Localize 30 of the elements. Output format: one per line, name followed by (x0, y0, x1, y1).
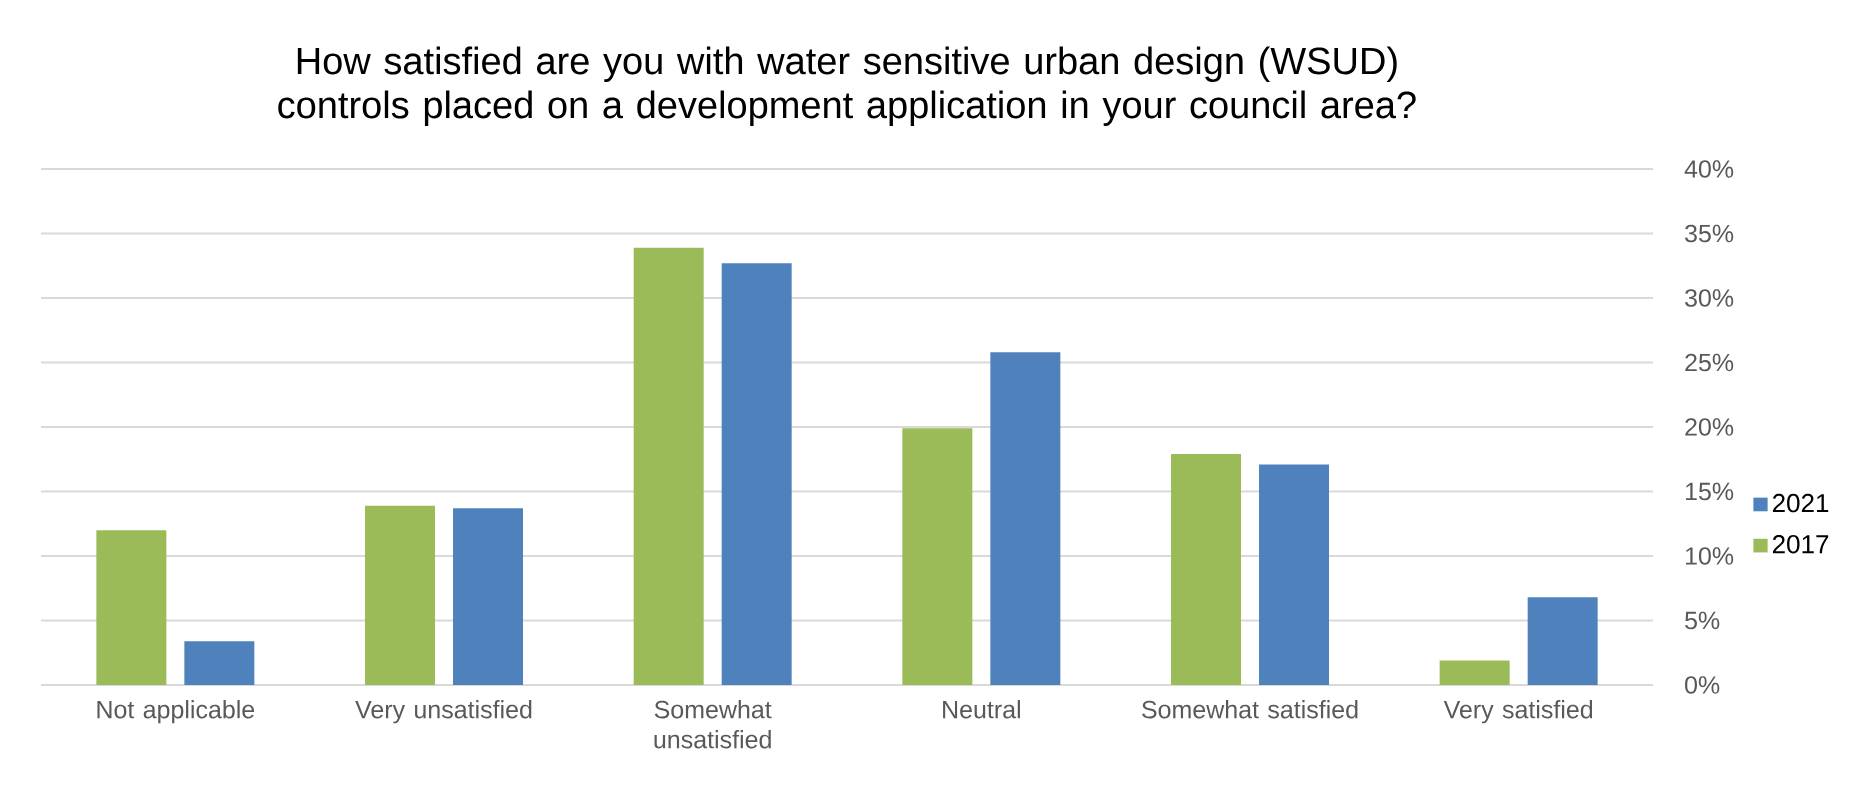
chart-title: How satisfied are you with water sensitive urban design (WSUD) controls placed on a development application in your council area? (278, 46, 1416, 126)
x-tick-label: Very satisfied (1443, 700, 1593, 724)
bar (902, 428, 973, 685)
y-tick-label: 25% (1685, 353, 1734, 372)
x-tick-label: Not applicable (97, 700, 255, 724)
y-tick-label: 20% (1685, 418, 1734, 436)
x-tick-label: Somewhat unsatisfied (654, 700, 772, 749)
y-tick-label: 40% (1684, 160, 1734, 178)
bar (1439, 660, 1510, 685)
x-tick-label: Very unsatisfied (355, 700, 532, 724)
y-tick-label: 10% (1685, 547, 1734, 565)
x-tick-label: Somewhat satisfied (1142, 700, 1358, 719)
bar (453, 508, 524, 685)
y-tick-label: 0% (1685, 676, 1720, 694)
bar (1171, 454, 1241, 685)
bar (184, 641, 255, 685)
y-tick-label: 30% (1685, 289, 1734, 307)
legend-label: 2017 (1772, 535, 1829, 554)
bar (96, 530, 167, 685)
bar (633, 247, 704, 685)
bar (1259, 464, 1330, 685)
y-tick-label: 35% (1685, 224, 1734, 243)
bar (990, 352, 1061, 685)
legend-label: 2021 (1772, 493, 1829, 513)
y-tick-label: 5% (1685, 611, 1720, 630)
y-tick-label: 15% (1685, 482, 1734, 501)
bar (721, 263, 792, 685)
bar (1527, 597, 1598, 685)
bar (365, 505, 436, 685)
x-tick-label: Neutral (943, 700, 1020, 719)
